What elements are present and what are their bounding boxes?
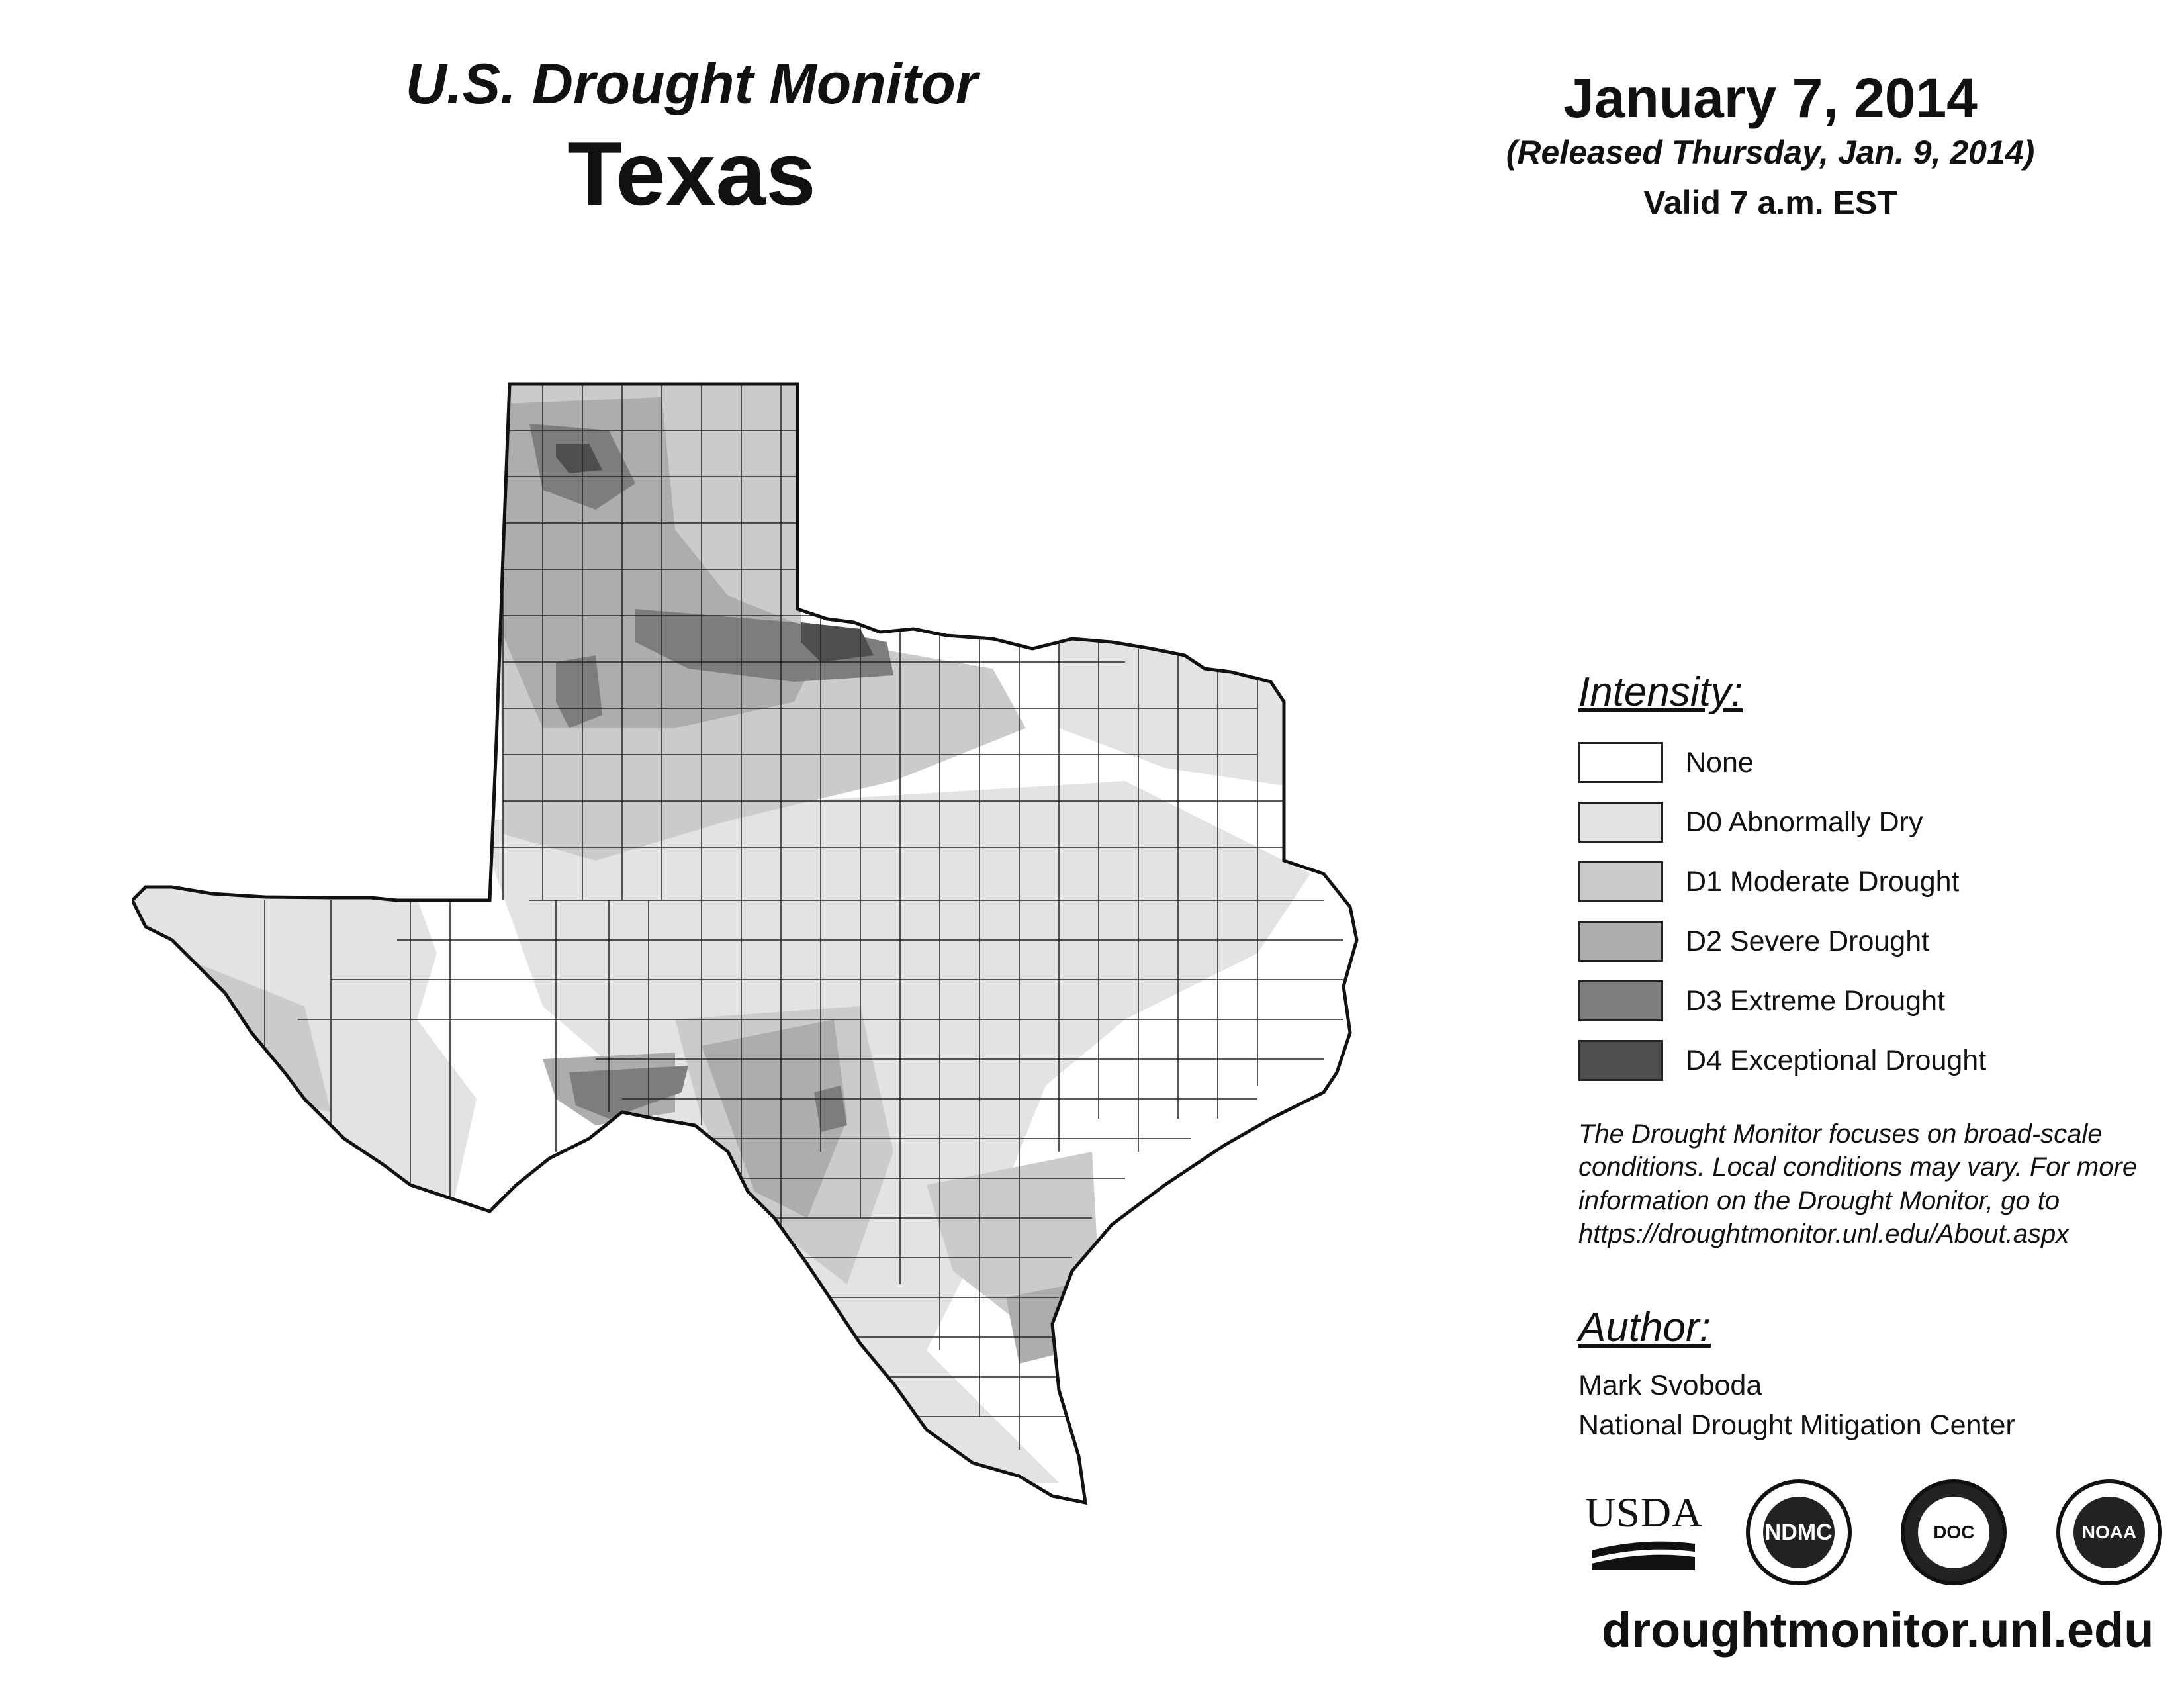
note-line: conditions. Local conditions may vary. F… <box>1578 1152 2138 1182</box>
author-block: Author: Mark Svoboda National Drought Mi… <box>1578 1304 2174 1445</box>
commerce-seal-icon: DOC <box>1901 1479 2007 1585</box>
author-title: Author: <box>1578 1305 1711 1350</box>
usda-logo: USDA <box>1585 1474 1702 1591</box>
legend-label: None <box>1686 746 1754 778</box>
d4-region-rolling-plains <box>801 622 874 662</box>
drought-monitor-note: The Drought Monitor focuses on broad-sca… <box>1578 1117 2174 1251</box>
legend-item-none: None <box>1578 733 2161 792</box>
usda-logo-text: USDA <box>1585 1489 1704 1536</box>
legend-swatch-d0 <box>1578 802 1663 843</box>
legend-label: D1 Moderate Drought <box>1686 865 1960 898</box>
d3-region-rolling-plains <box>635 609 893 682</box>
d2-region-central <box>702 1019 847 1218</box>
d0-region-central <box>477 781 1310 1483</box>
legend-swatch-d3 <box>1578 980 1663 1021</box>
usda-swoosh-icon <box>1592 1541 1695 1570</box>
ndmc-seal-text: NDMC <box>1762 1497 1835 1568</box>
legend-swatch-d1 <box>1578 861 1663 902</box>
legend-item-d3: D3 Extreme Drought <box>1578 971 2161 1031</box>
partner-logos: USDA NDMC DOC NOAA <box>1585 1473 2167 1592</box>
legend-item-d0: D0 Abnormally Dry <box>1578 792 2161 852</box>
d3-region-edwards <box>569 1066 688 1119</box>
intensity-legend: Intensity: None D0 Abnormally Dry D1 Mod… <box>1578 669 2161 1090</box>
d4-region-panhandle <box>556 444 602 473</box>
map-date-block: January 7, 2014 (Released Thursday, Jan.… <box>1456 66 2085 222</box>
note-line: information on the Drought Monitor, go t… <box>1578 1186 2060 1215</box>
d3-region-southplains <box>556 655 602 728</box>
texas-drought-map <box>130 357 1443 1602</box>
author-name: Mark Svoboda <box>1578 1370 1762 1401</box>
map-date: January 7, 2014 <box>1563 67 1978 129</box>
note-link[interactable]: https://droughtmonitor.unl.edu/About.asp… <box>1578 1219 2070 1249</box>
legend-item-d4: D4 Exceptional Drought <box>1578 1031 2161 1090</box>
legend-label: D3 Extreme Drought <box>1686 984 1945 1017</box>
legend-label: D4 Exceptional Drought <box>1686 1044 1987 1076</box>
legend-swatch-d2 <box>1578 921 1663 962</box>
legend-title: Intensity: <box>1578 669 1743 715</box>
map-header: U.S. Drought Monitor Texas <box>278 53 1105 228</box>
legend-label: D2 Severe Drought <box>1686 925 1930 957</box>
noaa-seal-icon: NOAA <box>2056 1479 2162 1585</box>
map-title-state: Texas <box>567 122 816 224</box>
release-date: (Released Thursday, Jan. 9, 2014) <box>1506 133 2035 171</box>
commerce-logo: DOC <box>1895 1474 2012 1591</box>
county-lines <box>264 384 1350 1450</box>
valid-time: Valid 7 a.m. EST <box>1643 183 1897 221</box>
legend-swatch-none <box>1578 742 1663 783</box>
noaa-logo: NOAA <box>2051 1474 2167 1591</box>
note-line: The Drought Monitor focuses on broad-sca… <box>1578 1119 2103 1149</box>
legend-label: D0 Abnormally Dry <box>1686 806 1923 838</box>
map-subtitle: U.S. Drought Monitor <box>405 52 978 116</box>
noaa-seal-text: NOAA <box>2073 1497 2145 1568</box>
website-link[interactable]: droughtmonitor.unl.edu <box>1602 1603 2154 1658</box>
commerce-seal-text: DOC <box>1918 1497 1990 1568</box>
ndmc-logo: NDMC <box>1741 1474 1857 1591</box>
legend-item-d1: D1 Moderate Drought <box>1578 852 2161 912</box>
legend-item-d2: D2 Severe Drought <box>1578 912 2161 971</box>
d3-region-hill-country <box>814 1086 847 1132</box>
map-svg <box>130 382 1359 1505</box>
d1-region-coastal <box>927 1152 1099 1317</box>
texas-border <box>130 382 1359 1505</box>
author-org: National Drought Mitigation Center <box>1578 1409 2015 1442</box>
ndmc-seal-icon: NDMC <box>1745 1479 1852 1585</box>
legend-swatch-d4 <box>1578 1040 1663 1081</box>
